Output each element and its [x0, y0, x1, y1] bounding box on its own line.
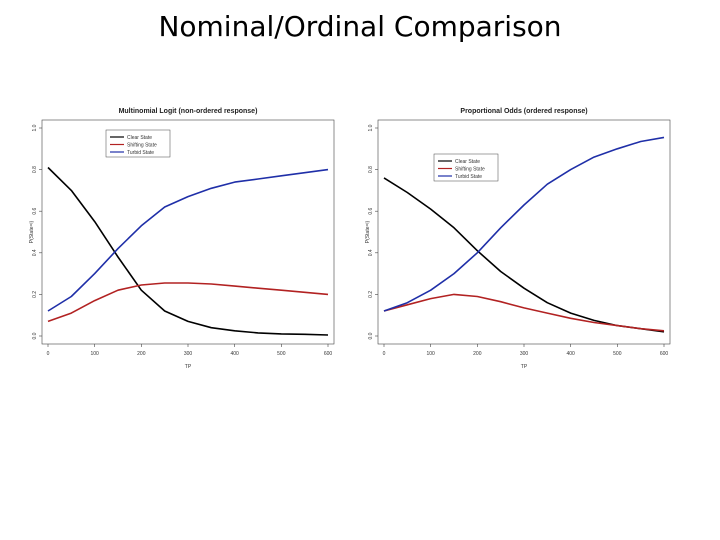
- plot-frame: [41, 119, 335, 345]
- proportional-odds-chart: Proportional Odds (ordered response) 0.0 0…: [365, 108, 671, 370]
- x-tick-label: 500: [613, 351, 622, 357]
- x-tick-label: 100: [426, 351, 435, 357]
- y-tick-label: 0.4: [32, 249, 38, 256]
- legend-label: Shifting State: [455, 166, 485, 172]
- x-tick-label: 500: [277, 351, 286, 357]
- y-tick-label: 0.0: [32, 332, 38, 339]
- series-line-turbid-state: [47, 168, 329, 312]
- x-axis-label: TP: [521, 364, 528, 370]
- legend-label: Clear State: [127, 135, 152, 141]
- legend-label: Shifting State: [127, 142, 157, 148]
- y-axis-label: P(State=i): [365, 220, 371, 243]
- x-tick-label: 600: [660, 351, 669, 357]
- plot-frame: [377, 119, 671, 345]
- legend-label: Turbid State: [455, 174, 482, 180]
- x-tick-label: 300: [184, 351, 193, 357]
- legend-box: [433, 153, 499, 182]
- series-line-shifting-state: [47, 282, 329, 323]
- y-tick-label: 0.6: [32, 208, 38, 215]
- x-tick-label: 0: [383, 351, 386, 357]
- x-tick-label: 300: [520, 351, 529, 357]
- y-tick-label: 1.0: [32, 124, 38, 131]
- x-tick-label: 0: [47, 351, 50, 357]
- x-tick-label: 400: [566, 351, 575, 357]
- y-tick-label: 0.2: [32, 291, 38, 298]
- y-tick-label: 0.2: [368, 291, 374, 298]
- x-tick-label: 600: [324, 351, 333, 357]
- x-tick-label: 400: [230, 351, 239, 357]
- x-axis-label: TP: [185, 364, 192, 370]
- series-line-turbid-state: [383, 136, 665, 312]
- y-tick-label: 0.8: [368, 166, 374, 173]
- y-axis-label: P(State=i): [29, 220, 35, 243]
- legend-label: Turbid State: [127, 150, 154, 156]
- y-tick-label: 0.0: [368, 332, 374, 339]
- y-tick-label: 0.6: [368, 208, 374, 215]
- x-tick-label: 200: [137, 351, 146, 357]
- multinomial-logit-chart: Multinomial Logit (non-ordered response)…: [29, 108, 335, 370]
- y-tick-label: 0.8: [32, 166, 38, 173]
- series-line-shifting-state: [383, 293, 665, 332]
- chart-title: Multinomial Logit (non-ordered response): [119, 108, 258, 115]
- y-tick-label: 1.0: [368, 124, 374, 131]
- slide-title: Nominal/Ordinal Comparison: [158, 10, 562, 43]
- chart-title: Proportional Odds (ordered response): [460, 108, 587, 115]
- x-tick-label: 200: [473, 351, 482, 357]
- x-tick-label: 100: [90, 351, 99, 357]
- y-tick-label: 0.4: [368, 249, 374, 256]
- legend-label: Clear State: [455, 159, 480, 165]
- series-line-clear-state: [47, 166, 329, 336]
